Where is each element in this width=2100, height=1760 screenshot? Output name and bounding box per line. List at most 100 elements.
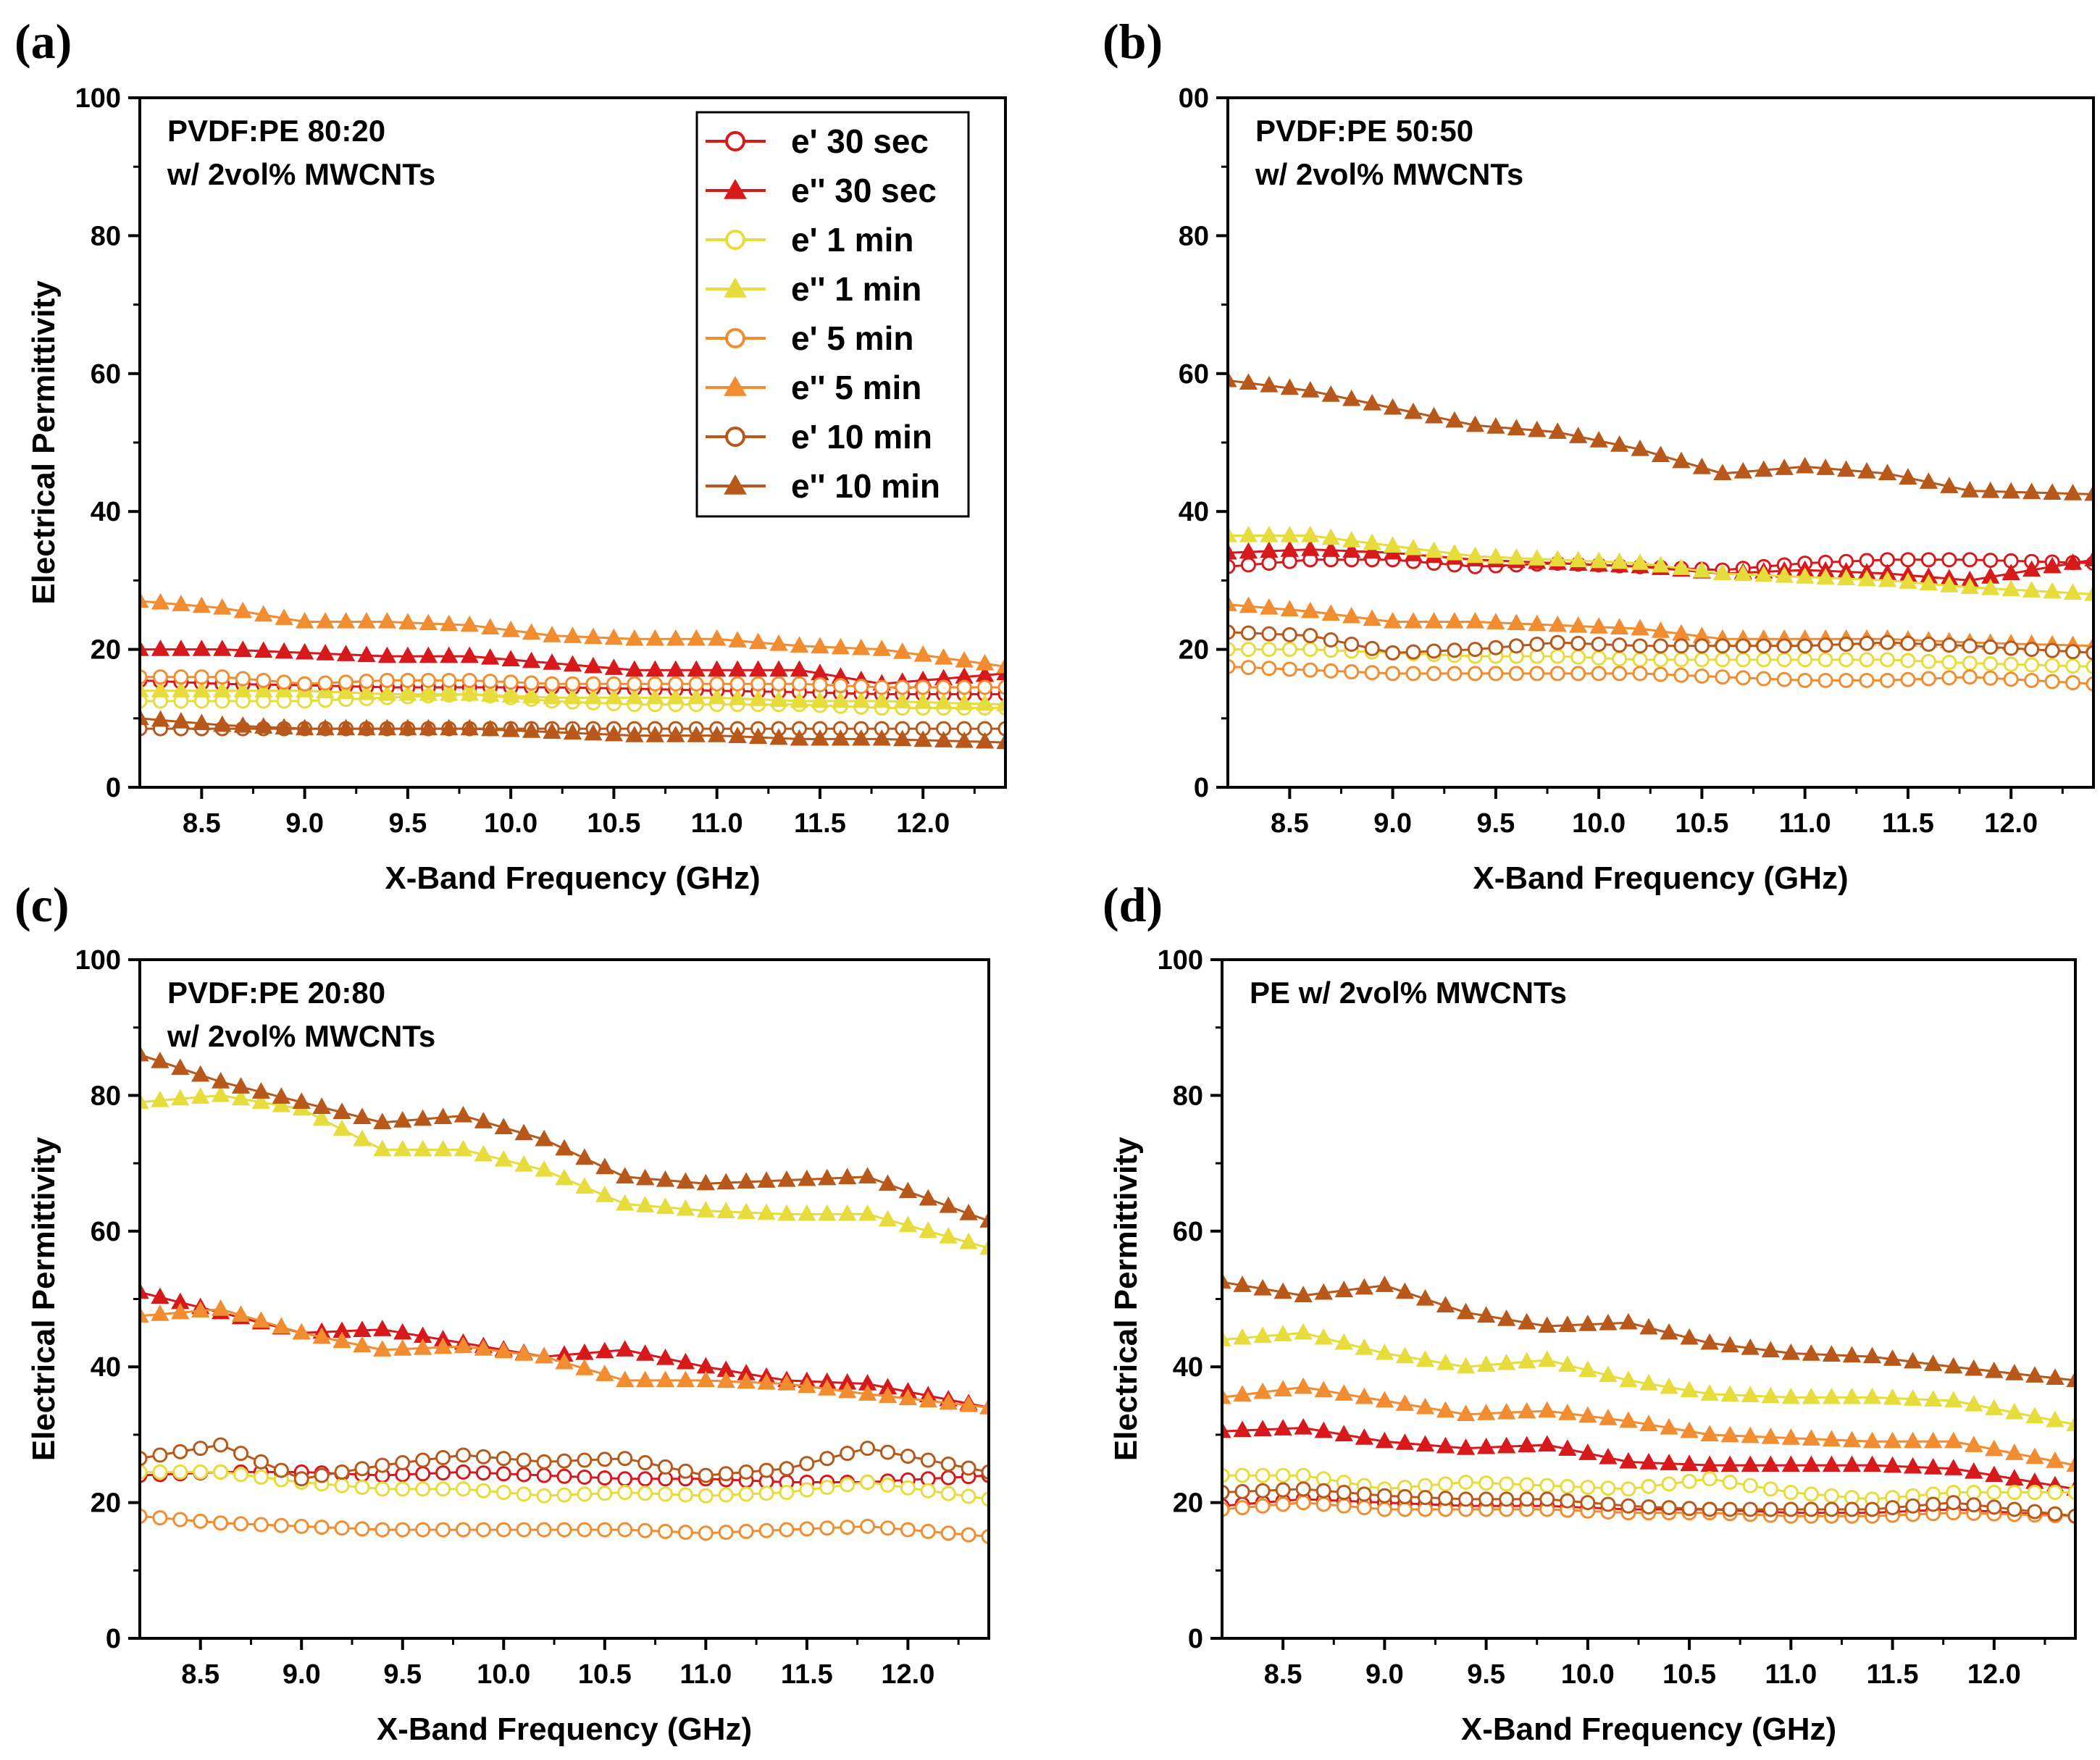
- data-point-triangle: [453, 1336, 473, 1354]
- data-point-triangle: [1965, 1462, 1983, 1479]
- data-point-triangle: [1424, 541, 1444, 558]
- data-point-triangle: [535, 1160, 553, 1177]
- data-point-circle: [2065, 644, 2081, 660]
- data-point-circle: [2024, 657, 2040, 673]
- data-point-triangle: [1883, 1388, 1902, 1405]
- data-point-circle: [1344, 664, 1360, 680]
- legend-marker-circle: [725, 131, 745, 151]
- chart-panel-d: (d) 0 20 40 60 80 100 8.5 9.0 9.5 10.0 10.5 11.0 11.5…: [1103, 877, 2077, 1747]
- data-point-triangle: [2001, 579, 2020, 597]
- data-point-circle: [1920, 636, 1936, 652]
- data-point-circle: [1600, 1480, 1616, 1496]
- data-point-circle: [940, 1457, 956, 1472]
- legend-entry: e' 10 min: [706, 418, 932, 456]
- data-point-triangle: [501, 650, 520, 667]
- data-point-triangle: [1465, 611, 1485, 629]
- legend-label: e'' 10 min: [791, 467, 940, 505]
- data-point-triangle: [1415, 1288, 1435, 1306]
- data-point-circle: [556, 1487, 572, 1503]
- data-point-circle: [475, 1465, 491, 1481]
- data-point-circle: [253, 1454, 269, 1470]
- data-point-triangle: [1878, 570, 1897, 587]
- data-point-circle: [297, 676, 313, 692]
- x-tick-label: 11.5: [781, 1659, 833, 1690]
- data-point-triangle: [254, 605, 273, 622]
- data-point-circle: [1356, 1500, 1372, 1516]
- data-point-triangle: [543, 653, 561, 670]
- data-point-circle: [475, 1483, 491, 1499]
- data-point-triangle: [1314, 1328, 1333, 1345]
- data-point-circle: [253, 1517, 269, 1533]
- data-point-triangle: [1985, 1399, 2004, 1416]
- data-point-triangle: [398, 684, 417, 701]
- data-point-circle: [981, 1528, 989, 1544]
- data-point-circle: [1570, 635, 1586, 651]
- data-point-triangle: [1599, 1365, 1618, 1383]
- y-tick-label: 60: [91, 359, 121, 390]
- data-point-circle: [379, 672, 395, 688]
- legend-label: e' 10 min: [791, 418, 932, 456]
- data-point-triangle: [1761, 1341, 1780, 1358]
- data-point-circle: [1673, 667, 1689, 683]
- data-point-circle: [900, 1480, 916, 1496]
- data-point-circle: [2047, 1506, 2063, 1522]
- data-point-circle: [193, 1464, 209, 1480]
- series-group: [140, 591, 1005, 750]
- data-point-circle: [1742, 1501, 1758, 1517]
- data-point-circle: [1447, 642, 1463, 658]
- data-point-triangle: [514, 1344, 533, 1361]
- data-point-triangle: [1558, 1355, 1577, 1373]
- data-point-triangle: [716, 1371, 735, 1388]
- data-point-circle: [354, 1521, 370, 1537]
- x-axis-title: X-Band Frequency (GHz): [1473, 860, 1848, 896]
- data-point-circle: [1661, 1500, 1677, 1516]
- data-point-triangle: [1476, 1306, 1496, 1323]
- data-point-triangle: [604, 658, 624, 675]
- y-tick-label: 80: [1179, 221, 1209, 251]
- y-tick-label: 20: [1179, 635, 1209, 666]
- data-point-triangle: [1802, 1429, 1821, 1446]
- data-point-circle: [1234, 1467, 1250, 1483]
- data-point-triangle: [460, 718, 479, 736]
- data-point-triangle: [716, 1202, 735, 1219]
- data-point-triangle: [1660, 1323, 1678, 1340]
- data-point-circle: [1295, 1495, 1311, 1511]
- data-point-triangle: [687, 629, 706, 646]
- data-point-triangle: [151, 592, 170, 610]
- data-point-triangle: [501, 686, 520, 703]
- data-point-circle: [1762, 1481, 1778, 1497]
- data-point-circle: [1694, 652, 1710, 668]
- data-point-circle: [213, 1515, 229, 1531]
- data-point-triangle: [151, 681, 170, 697]
- y-tick-label: 40: [1179, 497, 1209, 527]
- x-tick-label: 8.5: [1271, 808, 1309, 839]
- data-point-triangle: [1260, 375, 1279, 393]
- y-tick-label: 20: [1173, 1488, 1203, 1519]
- data-point-circle: [1859, 652, 1875, 668]
- data-point-circle: [1336, 1485, 1352, 1501]
- data-point-circle: [738, 1523, 754, 1539]
- data-point-triangle: [595, 1341, 614, 1359]
- data-point-triangle: [1589, 617, 1608, 634]
- data-point-triangle: [357, 645, 376, 663]
- data-point-triangle: [1239, 596, 1258, 613]
- data-point-circle: [334, 1464, 350, 1480]
- data-point-circle: [172, 1464, 188, 1480]
- data-point-triangle: [1375, 1431, 1394, 1449]
- data-point-triangle: [1610, 435, 1629, 452]
- data-point-triangle: [1404, 538, 1423, 556]
- data-point-circle: [1228, 558, 1236, 574]
- data-point-triangle: [171, 1302, 190, 1320]
- legend-label: e' 30 sec: [791, 122, 929, 160]
- data-point-circle: [565, 676, 580, 692]
- data-point-triangle: [1795, 456, 1815, 474]
- data-point-triangle: [2063, 484, 2083, 500]
- data-point-triangle: [2001, 563, 2020, 581]
- data-point-circle: [1488, 640, 1504, 655]
- data-point-circle: [1591, 650, 1607, 666]
- data-point-circle: [544, 676, 560, 692]
- data-point-circle: [1570, 666, 1586, 682]
- data-point-circle: [1612, 651, 1628, 667]
- data-point-circle: [1539, 1478, 1555, 1493]
- data-point-circle: [253, 1469, 269, 1485]
